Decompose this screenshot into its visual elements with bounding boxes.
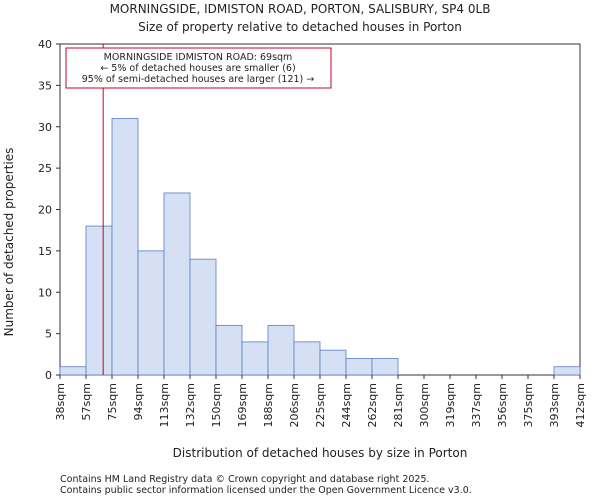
y-axis: 0 5 10 15 20 25 30 35 40 [38,38,60,382]
x-tick-label: 75sqm [106,383,119,420]
chart-subtitle: Size of property relative to detached ho… [138,20,462,34]
y-tick-label: 10 [38,286,52,299]
x-tick-label: 393sqm [548,383,561,427]
footer-line1: Contains HM Land Registry data © Crown c… [60,474,430,485]
x-tick-label: 244sqm [340,383,353,427]
x-tick-label: 262sqm [366,383,379,427]
x-tick-label: 375sqm [522,383,535,427]
bar-244sqm [345,358,373,376]
x-tick-label: 150sqm [210,383,223,427]
bar-94sqm [137,250,165,376]
bar-57sqm [85,225,113,376]
x-axis: 38sqm 57sqm 75sqm 94sqm 113sqm 132sqm 150sqm 16… [54,375,587,427]
annotation-line3: 95% of semi-detached houses are larger (… [82,74,315,85]
y-tick-label: 25 [38,162,52,175]
bar-262sqm [371,358,399,376]
y-tick-label: 30 [38,121,52,134]
bar-188sqm [267,324,295,376]
y-tick-label: 15 [38,245,52,258]
x-tick-label: 281sqm [392,383,405,427]
y-axis-label: Number of detached properties [2,148,16,337]
bar-225sqm [319,349,347,376]
x-tick-label: 38sqm [54,383,67,420]
y-tick-label: 40 [38,38,52,51]
x-tick-label: 94sqm [132,383,145,420]
x-tick-label: 356sqm [496,383,509,427]
x-tick-label: 113sqm [158,383,171,427]
x-tick-label: 337sqm [470,383,483,427]
x-axis-label: Distribution of detached houses by size … [173,446,468,460]
x-tick-label: 132sqm [184,383,197,427]
bar-113sqm [163,192,191,376]
bar-206sqm [293,341,321,376]
bars [59,118,581,376]
y-tick-label: 35 [38,79,52,92]
bar-38sqm [59,366,87,376]
annotation-line2: ← 5% of detached houses are smaller (6) [100,63,295,74]
x-tick-label: 225sqm [314,383,327,427]
bar-393sqm [553,366,581,376]
annotation-box: MORNINGSIDE IDMISTON ROAD: 69sqm ← 5% of… [65,47,332,89]
x-tick-label: 319sqm [444,383,457,427]
x-tick-label: 57sqm [80,383,93,420]
x-tick-label: 300sqm [418,383,431,427]
footer-line2: Contains public sector information licen… [60,485,472,496]
chart-title: MORNINGSIDE, IDMISTON ROAD, PORTON, SALI… [110,2,491,16]
x-tick-label: 412sqm [574,383,587,427]
bar-169sqm [241,341,269,376]
y-tick-label: 5 [45,328,52,341]
bar-75sqm [111,118,139,376]
bar-132sqm [189,258,217,376]
x-tick-label: 169sqm [236,383,249,427]
bar-150sqm [215,324,243,376]
y-tick-label: 0 [45,369,52,382]
y-tick-label: 20 [38,204,52,217]
annotation-line1: MORNINGSIDE IDMISTON ROAD: 69sqm [104,52,293,63]
x-tick-label: 206sqm [288,383,301,427]
annotation-border [65,47,332,89]
x-tick-label: 188sqm [262,383,275,427]
